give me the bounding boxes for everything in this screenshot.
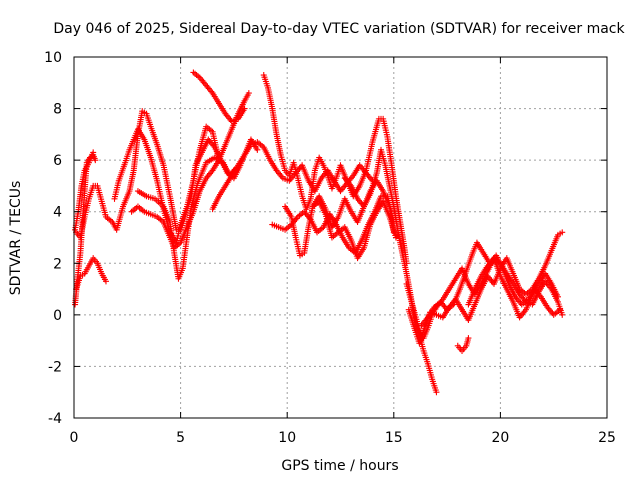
series-track-10 [260, 72, 410, 267]
data-point [392, 234, 399, 241]
y-tick-label: 6 [53, 153, 62, 169]
plot-frame [73, 56, 608, 419]
series-track-18 [454, 335, 472, 354]
data-point [241, 105, 248, 112]
chart-title: Day 046 of 2025, Sidereal Day-to-day VTE… [53, 21, 625, 37]
data-point [559, 229, 566, 236]
series-track-3 [73, 255, 109, 293]
data-point [559, 311, 566, 318]
data-point [102, 278, 109, 285]
y-tick-label: -4 [48, 411, 62, 427]
data-point [254, 146, 261, 153]
y-tick-label: 0 [53, 308, 62, 324]
series-track-9 [209, 139, 376, 213]
y-tick-label: 10 [44, 50, 62, 66]
y-axis-label: SDTVAR / TECUs [8, 181, 24, 296]
y-tick-label: 8 [53, 102, 62, 118]
series-track-14 [341, 146, 440, 396]
y-tick-label: 2 [53, 256, 62, 272]
x-tick-label: 15 [385, 430, 403, 446]
series-track-19 [465, 257, 566, 318]
data-point [90, 149, 97, 156]
data-point [92, 157, 99, 164]
data-point [465, 335, 472, 342]
x-tick-label: 10 [278, 430, 296, 446]
x-axis-label: GPS time / hours [281, 458, 398, 474]
data-point [433, 389, 440, 396]
series-track-7 [134, 154, 240, 282]
x-tick-label: 0 [70, 430, 79, 446]
y-tick-label: -2 [48, 359, 62, 375]
x-tick-label: 5 [176, 430, 185, 446]
data-point [245, 90, 252, 97]
x-tick-label: 20 [491, 430, 509, 446]
series-track-2 [72, 149, 97, 233]
x-tick-label: 25 [598, 430, 616, 446]
series-track-13 [309, 198, 399, 262]
axis-ticks: 0 5 10 15 20 25 -4 -2 0 2 4 6 8 10 [44, 50, 616, 446]
series-track-8 [190, 69, 248, 125]
y-tick-label: 4 [53, 205, 62, 221]
data-series [72, 69, 566, 396]
